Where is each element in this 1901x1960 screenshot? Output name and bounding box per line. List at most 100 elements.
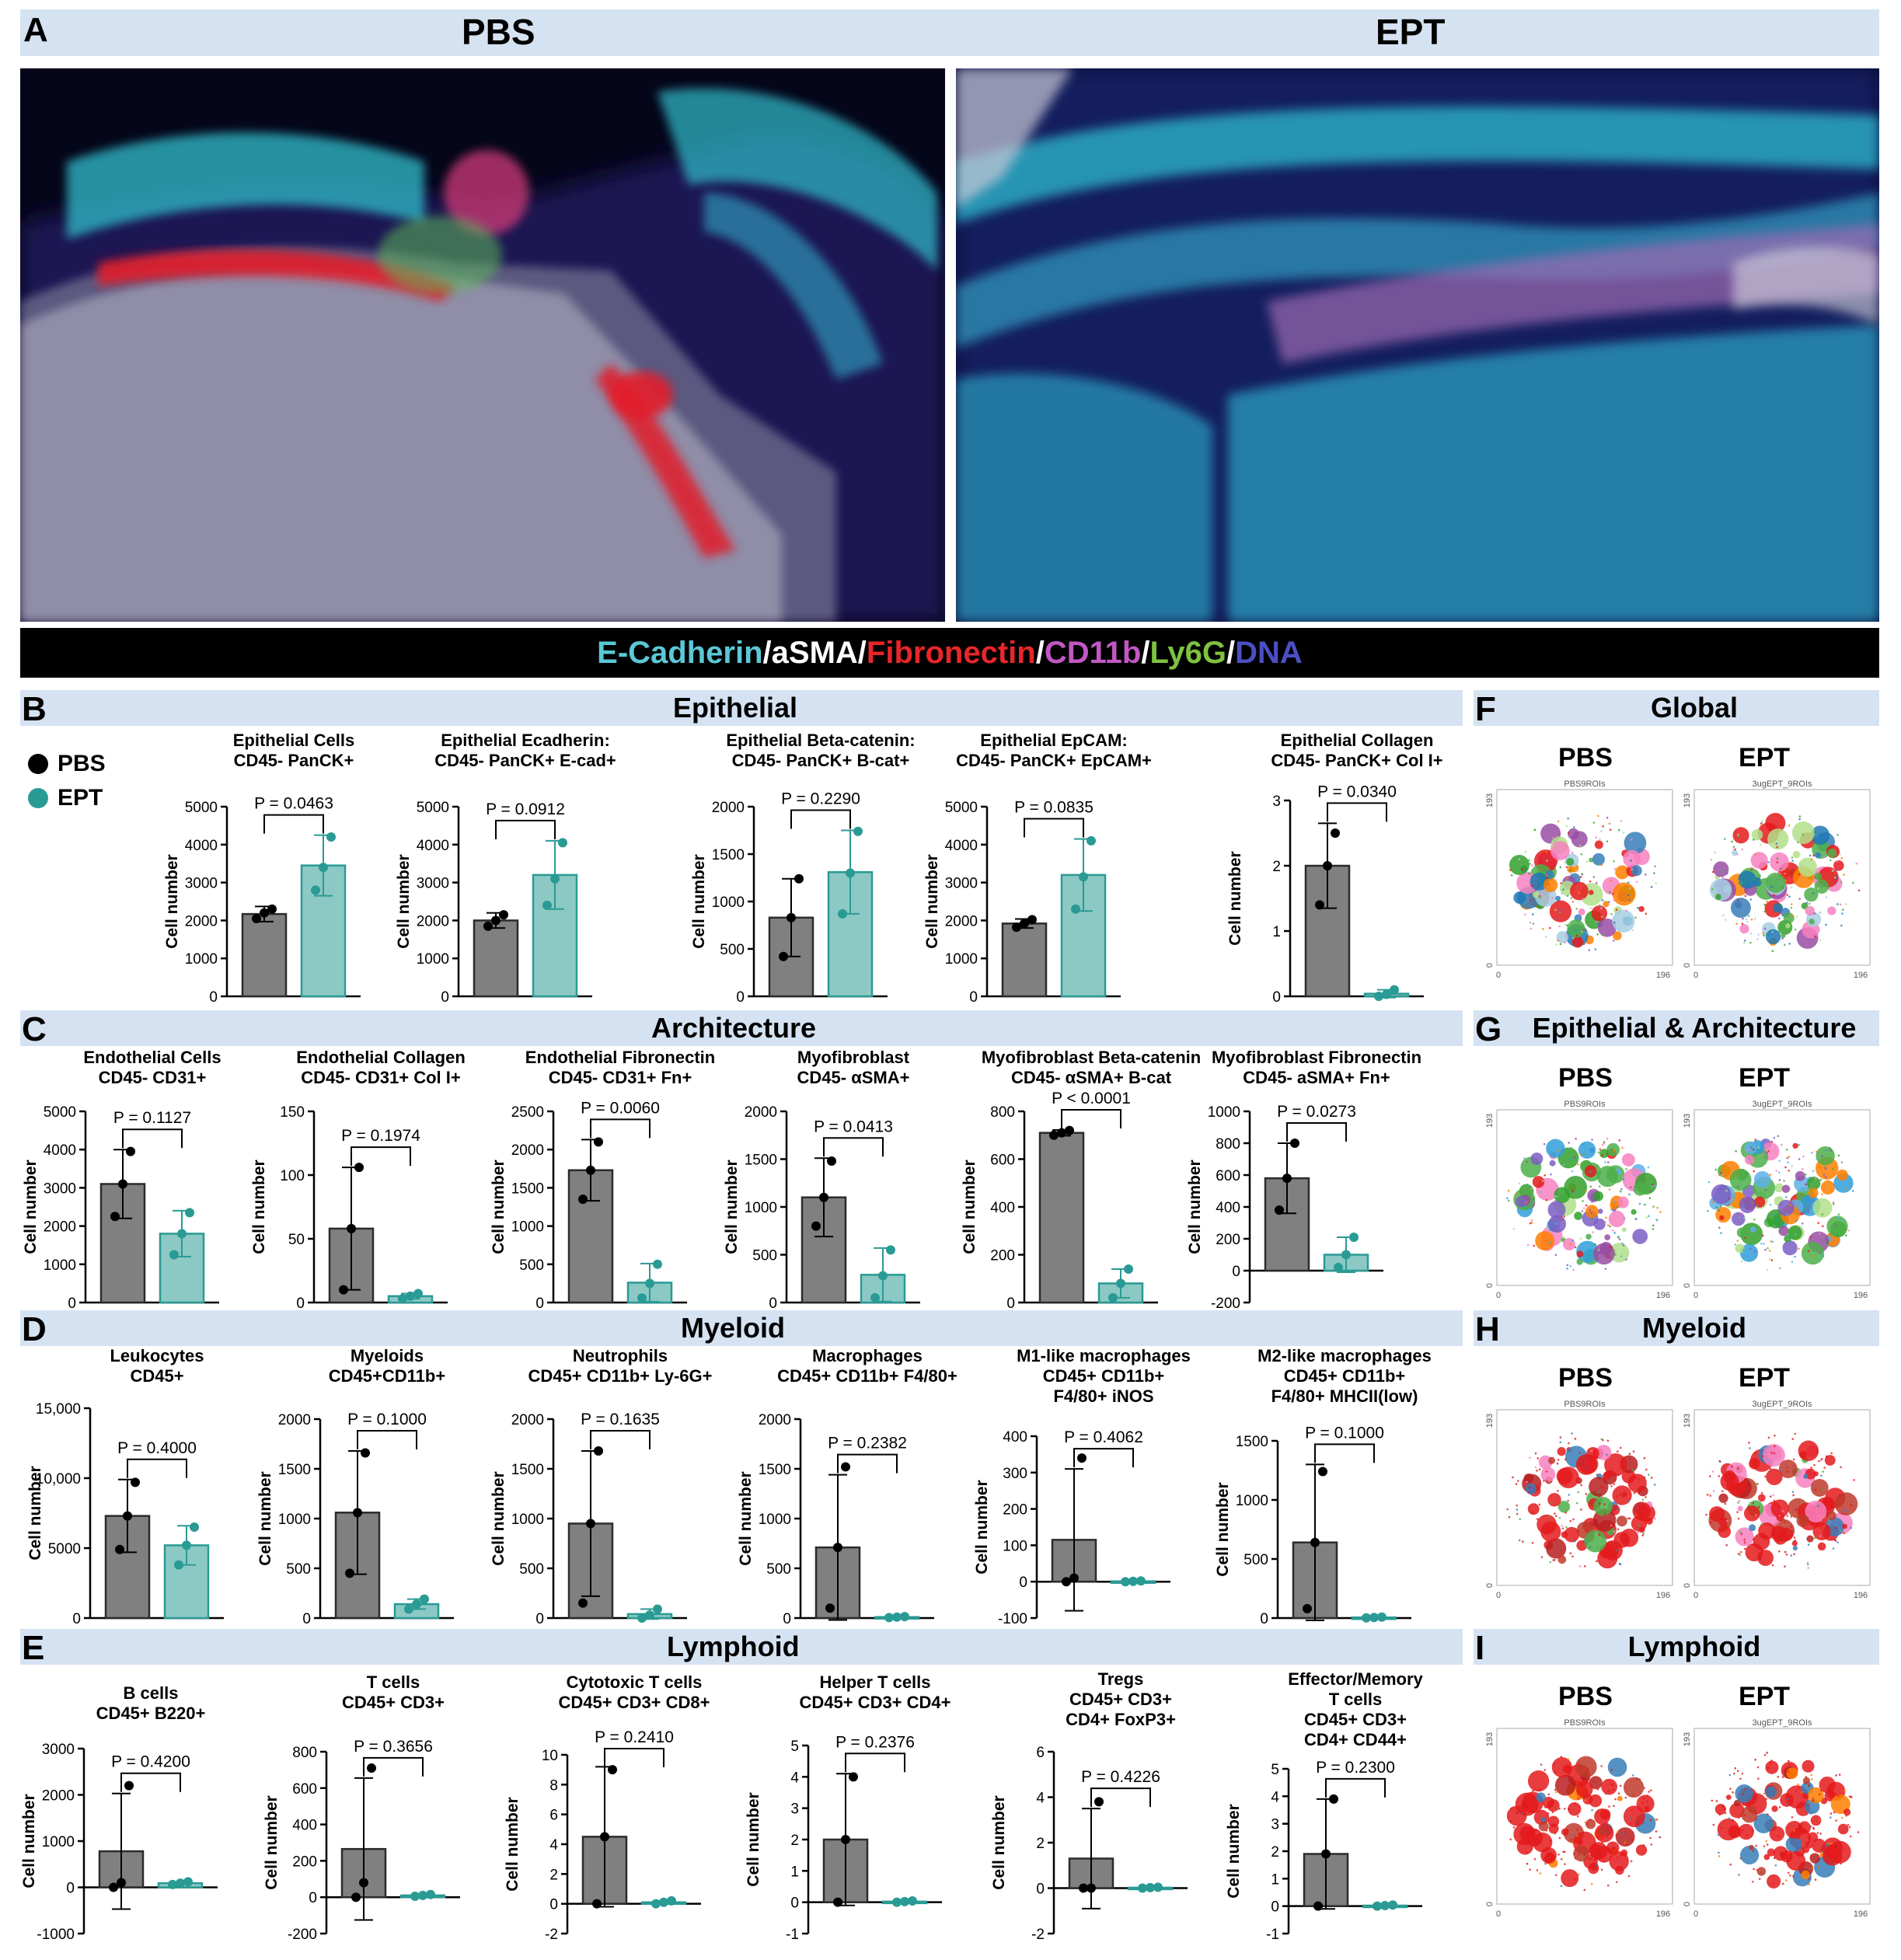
tsne-point	[1578, 1481, 1581, 1484]
tsne-point	[1613, 899, 1616, 902]
y-tick-label: 0	[549, 1897, 558, 1913]
tsne-point	[1575, 1878, 1577, 1881]
tsne-point	[1606, 1884, 1610, 1887]
tsne-cluster	[1843, 1808, 1851, 1816]
tsne-point	[1555, 943, 1558, 946]
tsne-point	[1619, 1190, 1622, 1193]
tsne-point	[1628, 1453, 1631, 1455]
tsne-point	[1644, 874, 1647, 876]
tsne-cluster	[1767, 828, 1789, 850]
tsne-point	[1749, 1447, 1751, 1449]
tsne-cluster	[1795, 1170, 1805, 1181]
tsne-point	[1740, 1260, 1743, 1263]
tsne-point	[1532, 922, 1535, 925]
tsne-point	[1613, 868, 1617, 870]
tsne-point	[1740, 1533, 1743, 1536]
tsne-cluster	[1784, 1234, 1791, 1243]
tsne-cluster	[1801, 1241, 1825, 1265]
tsne-cluster	[1589, 890, 1594, 895]
tsne-point	[1790, 1554, 1793, 1557]
ept-data-point	[177, 1229, 187, 1239]
tsne-point	[1554, 1254, 1557, 1257]
tsne-point	[1659, 1836, 1661, 1839]
tsne-point	[1771, 930, 1774, 933]
tsne-cluster	[1809, 918, 1815, 925]
tsne-point	[1812, 854, 1815, 857]
tsne-point	[1739, 1815, 1742, 1818]
pbs-data-point	[787, 912, 796, 922]
tsne-point	[1836, 1234, 1839, 1237]
panel-a-header-band	[20, 9, 1879, 56]
stain-e-cadherin: E-Cadherin	[597, 635, 763, 670]
y-tick-label: 2000	[712, 800, 745, 816]
y-tick-label: 4	[549, 1837, 558, 1854]
tsne-point	[1536, 1457, 1540, 1460]
tsne-point	[1648, 1197, 1652, 1200]
tsne-point	[1591, 1139, 1593, 1141]
pbs-data-point	[351, 1892, 361, 1902]
tsne-point	[1798, 1228, 1801, 1230]
tsne-point	[1577, 1798, 1579, 1800]
tsne-point	[1736, 853, 1739, 856]
tsne-point	[1725, 1519, 1728, 1522]
tsne-point	[1510, 1807, 1513, 1810]
tsne-point	[1558, 925, 1561, 928]
tsne-point	[1775, 1170, 1778, 1172]
tsne-point	[1580, 1153, 1582, 1156]
tsne-point	[1620, 1188, 1623, 1191]
tsne-point	[1563, 1215, 1566, 1218]
tsne-point	[1512, 1228, 1516, 1230]
chart-title: CD45+ CD3+	[342, 1693, 445, 1712]
y-tick-label: -2	[545, 1927, 558, 1943]
tsne-cluster	[1594, 1808, 1610, 1825]
tsne-point	[1596, 933, 1599, 936]
tsne-point	[1805, 1776, 1808, 1778]
tsne-point	[1641, 1534, 1645, 1536]
tsne-point	[1777, 1835, 1780, 1838]
tsne-point	[1735, 903, 1738, 906]
tsne-cluster	[1635, 1844, 1648, 1856]
pbs-data-point	[115, 1544, 124, 1554]
tsne-y-tick: 193	[1485, 1414, 1495, 1428]
tsne-point	[1754, 1818, 1757, 1821]
tsne-point	[1571, 901, 1575, 903]
tsne-point	[1578, 891, 1581, 895]
tsne-cluster	[1617, 1196, 1629, 1208]
tsne-point	[1631, 1469, 1634, 1471]
tsne-point	[1759, 874, 1761, 877]
tsne-point	[1613, 1846, 1615, 1849]
tsne-x-tick: 0	[1496, 1591, 1501, 1600]
pbs-data-point	[124, 1780, 134, 1791]
tsne-point	[1542, 1180, 1544, 1182]
tsne-point	[1833, 1844, 1835, 1847]
tsne-point	[1739, 1857, 1742, 1860]
tsne-point	[1558, 908, 1561, 910]
y-axis-label: Cell number	[737, 1471, 755, 1565]
tsne-point	[1802, 1208, 1805, 1211]
tsne-cluster	[1615, 1827, 1635, 1847]
tsne-point	[1719, 1205, 1722, 1208]
significance-bracket	[1327, 802, 1387, 822]
tsne-point	[1717, 1833, 1720, 1836]
tsne-point	[1654, 1819, 1657, 1821]
chart-title: CD45- CD31+ Col I+	[301, 1068, 460, 1087]
tsne-point	[1788, 1763, 1791, 1766]
tsne-point	[1557, 1194, 1561, 1196]
tsne-point	[1732, 1819, 1734, 1822]
tsne-point	[1603, 1860, 1606, 1862]
tsne-point	[1572, 1268, 1575, 1271]
tsne-point	[1646, 1794, 1649, 1797]
tsne-point	[1528, 1486, 1531, 1489]
tsne-point	[1577, 1491, 1579, 1494]
tsne-point	[1715, 1206, 1718, 1208]
tsne-point	[1789, 1842, 1792, 1845]
tsne-point	[1544, 1862, 1547, 1865]
tsne-point	[1823, 1519, 1825, 1521]
y-tick-label: 3	[790, 1801, 799, 1818]
tsne-y-tick: 193	[1485, 793, 1495, 807]
tsne-point	[1707, 1209, 1709, 1212]
tsne-cluster	[1589, 857, 1594, 863]
tsne-point	[1798, 1787, 1800, 1789]
